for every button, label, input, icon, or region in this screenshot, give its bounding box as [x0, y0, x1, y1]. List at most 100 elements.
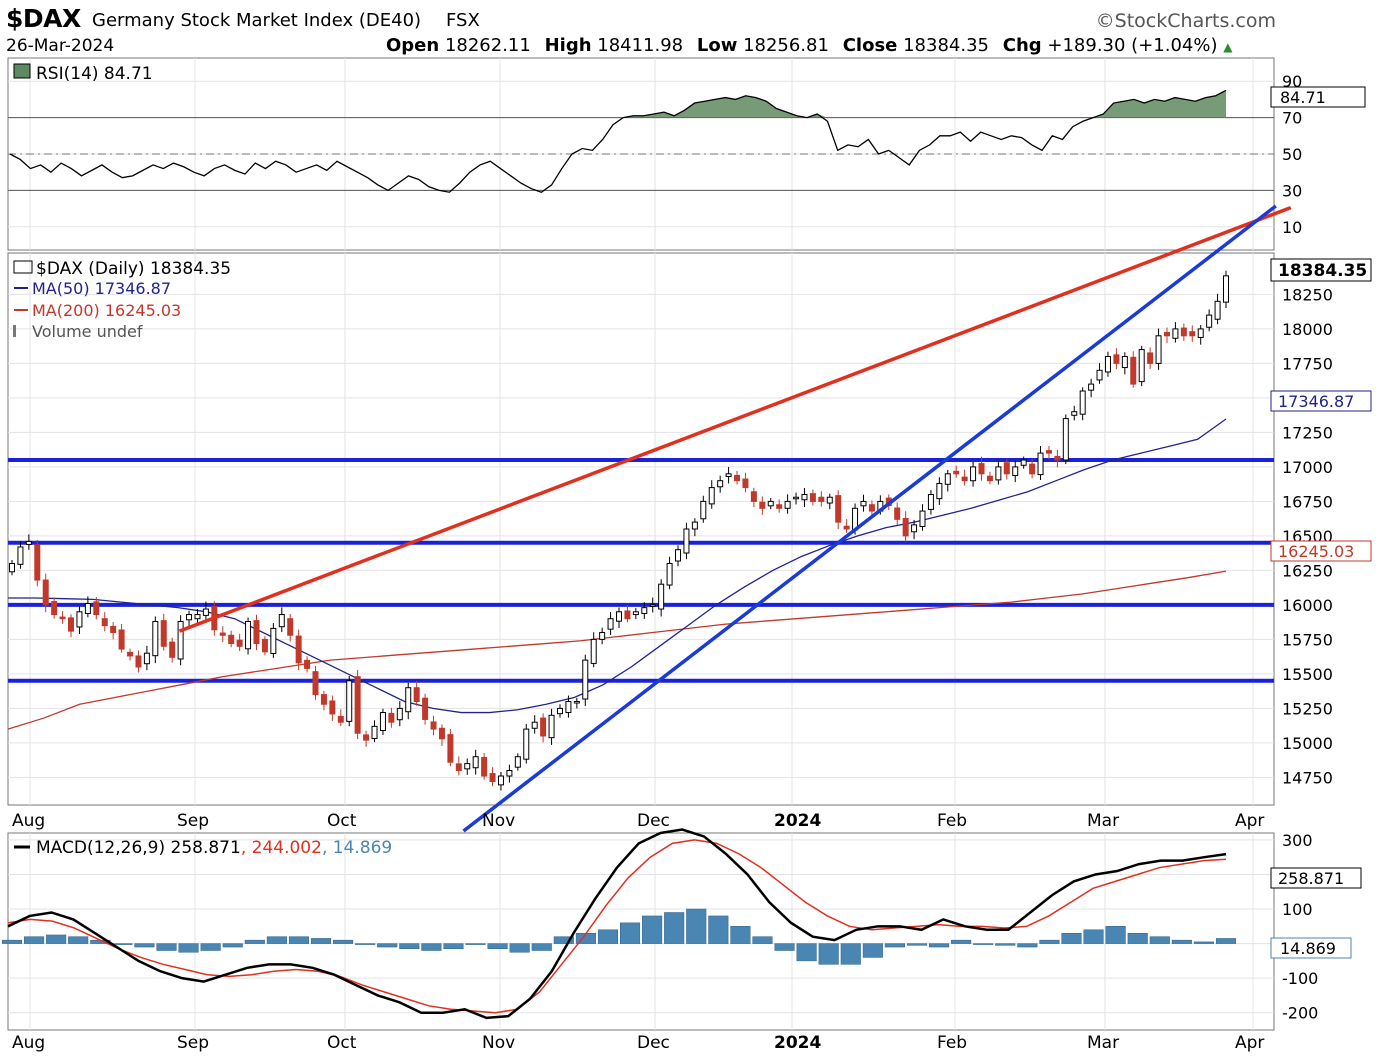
ma200-legend: MA(200) 16245.03 [32, 301, 181, 320]
candle-body [1037, 452, 1044, 476]
candle-body [953, 470, 960, 475]
volume-legend-icon [13, 325, 16, 337]
macd-histogram-bar [443, 943, 464, 950]
candle-body [1189, 331, 1196, 337]
price-xtick-label: Oct [327, 811, 357, 831]
candle-body [1062, 418, 1069, 461]
index-name: Germany Stock Market Index (DE40) [92, 10, 422, 31]
candle-body [599, 632, 606, 640]
candle-body [927, 494, 934, 510]
candle-body [961, 476, 968, 482]
rsi-tick-label: 70 [1282, 109, 1302, 128]
macd-histogram-bar [134, 943, 155, 948]
rsi-legend: RSI(14) 84.71 [36, 64, 153, 84]
price-xtick-label: Sep [177, 811, 209, 831]
candle-body [84, 603, 91, 614]
macd-histogram-bar [509, 943, 530, 953]
candle-body [68, 617, 75, 632]
rsi-overbought-fill [10, 90, 1226, 118]
price-panel [7, 252, 1275, 806]
candle-body [868, 504, 875, 512]
macd-histogram-bar [465, 943, 486, 945]
candle-body [1104, 356, 1111, 373]
candle-body [691, 521, 698, 530]
candle-body [1197, 328, 1204, 338]
low-label: Low [696, 35, 738, 56]
candle-body [76, 611, 83, 628]
rsi-tick-label: 50 [1282, 145, 1302, 164]
candle-body [708, 487, 715, 505]
candle-body [666, 563, 673, 586]
macd-xtick-label: Mar [1087, 1033, 1119, 1053]
price-tick-label: 17250 [1282, 423, 1333, 442]
ma200-line [7, 570, 1227, 730]
candle-body [725, 473, 732, 478]
candle-body [759, 501, 766, 509]
candle-body [1020, 459, 1027, 466]
macd-histogram [1, 908, 1237, 965]
macd-histogram-bar [399, 943, 420, 950]
chg-label: Chg [1002, 35, 1042, 56]
candle-body [1163, 331, 1170, 337]
macd-hist-value-label: 14.869 [1280, 939, 1336, 958]
macd-histogram-bar [884, 943, 905, 948]
price-xtick-label: Dec [637, 811, 670, 831]
macd-hist-legend: , 14.869 [322, 838, 392, 858]
macd-histogram-bar [1083, 929, 1104, 944]
macd-histogram-bar [1017, 943, 1038, 948]
candle-body [228, 634, 235, 645]
candle-body [143, 652, 150, 665]
macd-signal-line [7, 839, 1227, 1014]
candle-body [219, 632, 226, 636]
candle-body [624, 610, 631, 620]
macd-histogram-bar [995, 943, 1016, 946]
candle-body [422, 697, 429, 720]
macd-tick-label: 300 [1282, 831, 1313, 850]
support-trendline [462, 204, 1277, 833]
price-legend-icon [13, 260, 33, 274]
candle-body [1054, 455, 1061, 461]
candle-body [776, 504, 783, 509]
candle-body [202, 608, 209, 616]
candle-body [1223, 275, 1229, 303]
price-legend: $DAX (Daily) 18384.35 [36, 259, 231, 279]
candle-body [742, 478, 749, 489]
candle-body [413, 687, 420, 703]
candle-body [169, 641, 176, 658]
chg-value: +189.30 (+1.04%) [1047, 35, 1218, 56]
candle-body [51, 601, 58, 616]
candle-body [354, 676, 361, 734]
macd-histogram-bar [597, 929, 619, 944]
candle-body [1138, 349, 1145, 383]
candle-body [152, 620, 159, 657]
candle-body [734, 474, 741, 482]
close-label: Close [842, 35, 898, 56]
macd-histogram-bar [112, 943, 133, 945]
candle-body [1214, 300, 1221, 320]
candle-body [860, 500, 867, 507]
resistance-trendline [178, 205, 1292, 633]
macd-xtick-label: Apr [1235, 1033, 1264, 1053]
candle-body [548, 714, 555, 739]
candle-body [675, 549, 682, 562]
candle-body [1071, 411, 1078, 416]
macd-hist-value-box [1270, 937, 1352, 959]
macd-xtick-label: Nov [482, 1033, 515, 1053]
candle-body [616, 611, 622, 622]
candle-body [590, 638, 597, 664]
candle-body [447, 734, 454, 763]
macd-histogram-bar [951, 939, 972, 944]
macd-legend-name: MACD(12,26,9) 258.871 [36, 838, 241, 858]
candle-body [641, 607, 648, 614]
candle-body [245, 620, 252, 650]
high-value: 18411.98 [597, 35, 684, 56]
candle-body [371, 725, 378, 739]
open-value: 18262.11 [444, 35, 531, 56]
candle-body [514, 756, 521, 768]
macd-histogram-bar [200, 943, 221, 951]
candle-body [767, 500, 774, 507]
price-tick-label: 15250 [1282, 699, 1333, 718]
candle-body [472, 756, 479, 769]
close-value-label: 18384.35 [1278, 261, 1367, 281]
